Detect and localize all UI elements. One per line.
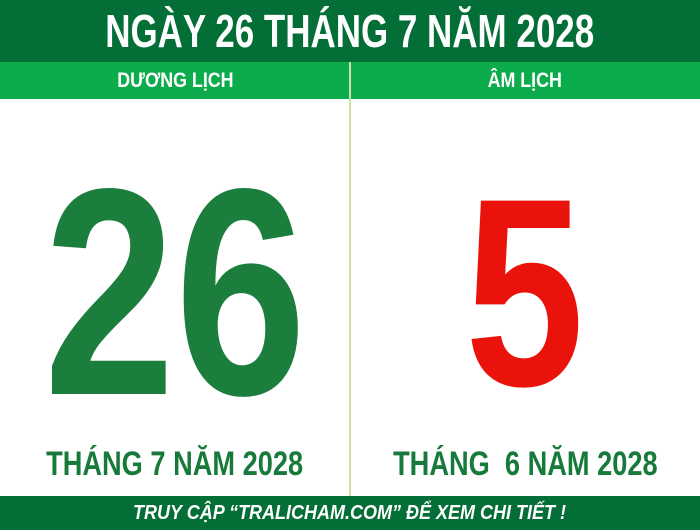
lunar-day-area: 5 bbox=[350, 99, 700, 449]
solar-calendar-header: DƯƠNG LỊCH bbox=[116, 68, 234, 92]
lunar-calendar-header-cell: ÂM LỊCH bbox=[350, 62, 700, 99]
lunar-calendar-header: ÂM LỊCH bbox=[487, 68, 563, 92]
solar-month-row: THÁNG 7 NĂM 2028 bbox=[0, 443, 350, 485]
footer-banner: TRUY CẬP “TRALICHAM.COM” ĐỂ XEM CHI TIẾT… bbox=[0, 496, 700, 530]
solar-calendar-header-cell: DƯƠNG LỊCH bbox=[0, 62, 350, 99]
solar-month-year-label: THÁNG 7 NĂM 2028 bbox=[46, 444, 304, 483]
date-title-banner: NGÀY 26 THÁNG 7 NĂM 2028 bbox=[0, 0, 700, 62]
lunar-day-number: 5 bbox=[465, 142, 585, 442]
lunar-month-row: THÁNG 6 NĂM 2028 bbox=[350, 443, 700, 485]
column-divider bbox=[349, 62, 351, 496]
date-title: NGÀY 26 THÁNG 7 NĂM 2028 bbox=[105, 5, 595, 57]
footer-text: TRUY CẬP “TRALICHAM.COM” ĐỂ XEM CHI TIẾT… bbox=[133, 501, 567, 524]
lunar-month-year-label: THÁNG 6 NĂM 2028 bbox=[392, 444, 658, 483]
solar-day-number: 26 bbox=[43, 126, 307, 457]
solar-day-area: 26 bbox=[0, 99, 350, 449]
